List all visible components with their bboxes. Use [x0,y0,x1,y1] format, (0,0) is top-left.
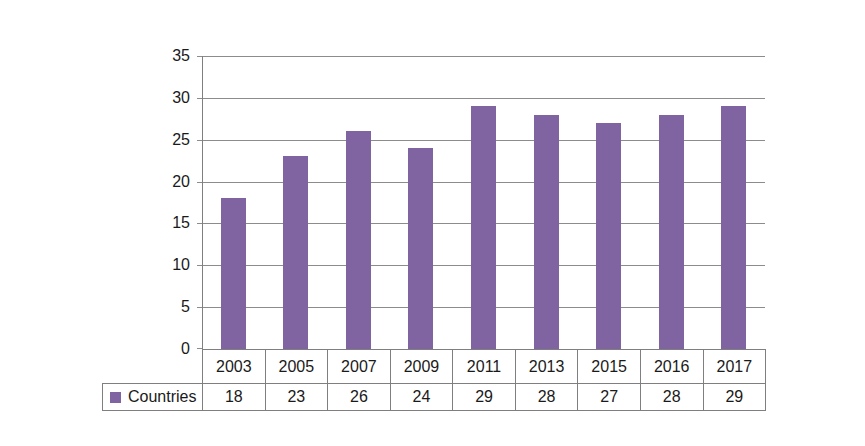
y-tick-label-15: 15 [140,212,190,234]
x-axis-category-row: 200320052007200920112013201520162017 [202,349,766,383]
legend-cell: Countries [102,384,202,410]
value-cell-2017: 29 [703,384,766,410]
legend-swatch-icon [110,392,121,403]
year-cell-2015: 2015 [577,350,640,383]
bar-2005 [283,156,308,349]
value-cell-2011: 29 [452,384,515,410]
value-cell-2016: 28 [640,384,703,410]
value-cell-2007: 26 [327,384,390,410]
y-tick-label-25: 25 [140,129,190,151]
y-tick-label-10: 10 [140,254,190,276]
bar-chart: 05101520253035 2003200520072009201120132… [0,0,865,446]
year-cell-2017: 2017 [703,350,766,383]
data-table-value-row: Countries 182326242928272829 [102,383,766,411]
bar-2009 [408,148,433,349]
value-cell-2003: 18 [202,384,265,410]
plot-area [202,56,765,349]
value-cell-2013: 28 [515,384,578,410]
year-cell-2007: 2007 [327,350,390,383]
year-cell-2009: 2009 [390,350,453,383]
value-cell-2015: 27 [577,384,640,410]
year-cell-2016: 2016 [640,350,703,383]
y-tick-label-35: 35 [140,45,190,67]
bar-2013 [534,115,559,349]
y-tick-label-0: 0 [140,338,190,360]
legend-label: Countries [128,388,196,406]
bar-2016 [659,115,684,349]
bar-2007 [346,131,371,349]
bar-2015 [596,123,621,349]
year-cell-2013: 2013 [515,350,578,383]
bar-2011 [471,106,496,349]
gridline-30 [197,98,765,99]
y-axis-line [202,56,203,349]
gridline-35 [197,56,765,57]
year-cell-2011: 2011 [452,350,515,383]
year-cell-2003: 2003 [202,350,265,383]
bar-2003 [221,198,246,349]
value-cell-2005: 23 [265,384,328,410]
y-tick-label-5: 5 [140,296,190,318]
year-cell-2005: 2005 [265,350,328,383]
value-cell-2009: 24 [390,384,453,410]
bar-2017 [721,106,746,349]
y-tick-label-20: 20 [140,171,190,193]
y-tick-label-30: 30 [140,87,190,109]
